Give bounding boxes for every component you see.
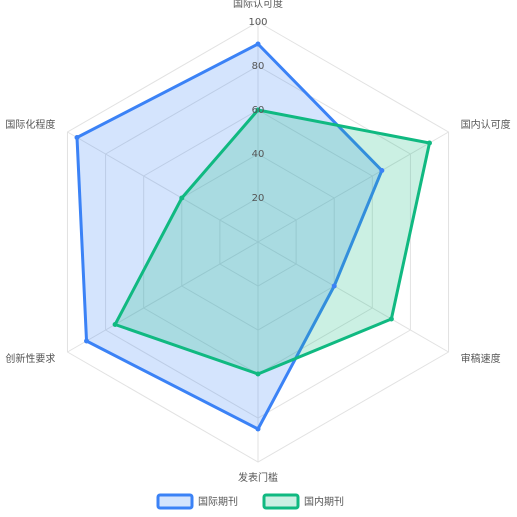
spoke — [67, 131, 259, 243]
data-point — [255, 371, 261, 377]
r-tick-label: 40 — [252, 149, 265, 160]
axis-label: 审稿速度 — [461, 352, 501, 365]
r-tick-label: 100 — [248, 17, 267, 28]
spoke — [67, 241, 259, 353]
axis-label: 国际认可度 — [233, 0, 283, 10]
spoke — [257, 131, 449, 243]
r-tick-label: 60 — [252, 105, 265, 116]
data-point — [255, 107, 261, 113]
data-point — [179, 195, 185, 201]
axis-label: 国内认可度 — [461, 118, 511, 131]
r-tick-label: 80 — [252, 61, 265, 72]
legend-swatch — [262, 493, 300, 510]
r-tick-label: 20 — [252, 193, 265, 204]
data-point — [112, 322, 118, 327]
data-point — [426, 140, 432, 146]
data-point — [255, 41, 261, 47]
data-point — [74, 135, 80, 140]
axis-label: 创新性要求 — [5, 352, 55, 365]
data-point — [388, 316, 394, 322]
axis-label: 国际化程度 — [5, 118, 55, 131]
axis-label: 发表门槛 — [238, 471, 278, 484]
data-point — [331, 283, 337, 289]
data-point — [84, 338, 90, 344]
spoke — [257, 241, 449, 353]
data-point — [255, 426, 261, 432]
legend-label: 国际期刊 — [198, 496, 238, 508]
legend-swatch — [156, 493, 194, 510]
legend-label: 国内期刊 — [304, 495, 344, 508]
data-point — [379, 168, 385, 173]
